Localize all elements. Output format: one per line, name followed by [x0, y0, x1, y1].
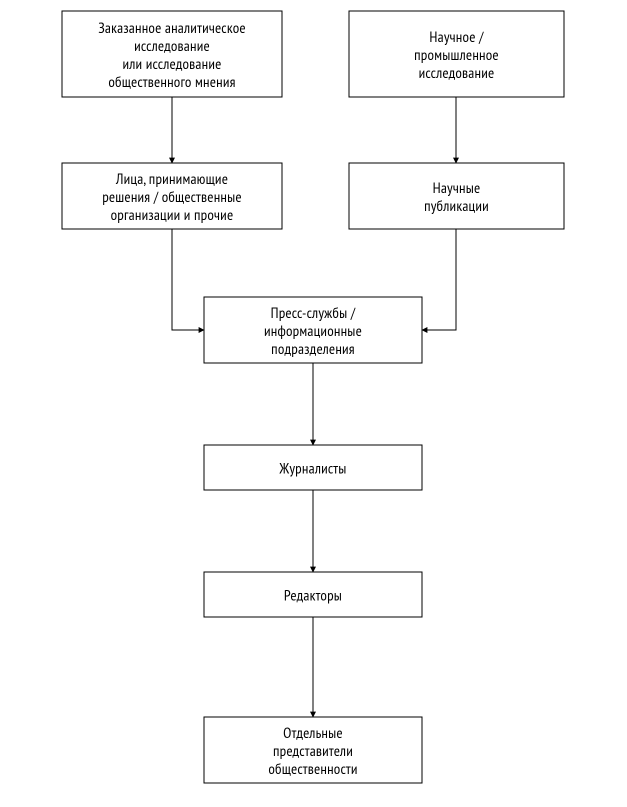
- node-label: исследование: [134, 37, 210, 56]
- edge: [422, 229, 456, 330]
- node-label: Научные: [433, 179, 481, 198]
- node-label: или исследование: [122, 55, 221, 74]
- node-label: общественности: [268, 760, 357, 779]
- node-label: организации и прочие: [111, 206, 234, 225]
- flow-node-n2: Научное /промышленноеисследование: [349, 11, 564, 97]
- flow-node-n7: Редакторы: [204, 572, 422, 617]
- flow-node-n4: Научныепубликации: [349, 163, 564, 229]
- flow-node-n8: Отдельныепредставителиобщественности: [204, 717, 422, 783]
- flowchart-canvas: Заказанное аналитическоеисследованиеили …: [0, 0, 627, 807]
- node-label: представители: [273, 742, 353, 761]
- node-label: решения / общественные: [102, 188, 242, 207]
- node-label: Заказанное аналитическое: [98, 19, 246, 38]
- node-label: промышленное: [414, 46, 499, 65]
- node-label: Редакторы: [284, 586, 342, 605]
- node-label: информационные: [264, 322, 362, 341]
- node-label: Журналисты: [278, 459, 346, 478]
- edge: [172, 229, 204, 330]
- node-label: Лица, принимающие: [115, 170, 228, 189]
- node-label: Отдельные: [283, 724, 343, 743]
- flow-node-n5: Пресс-службы /информационныеподразделени…: [204, 297, 422, 363]
- node-label: Научное /: [429, 28, 484, 47]
- flow-node-n6: Журналисты: [204, 445, 422, 490]
- node-label: общественного мнения: [108, 73, 235, 92]
- node-label: публикации: [424, 197, 489, 216]
- node-label: Пресс-службы /: [271, 304, 356, 323]
- node-label: подразделения: [271, 340, 355, 359]
- flow-node-n1: Заказанное аналитическоеисследованиеили …: [62, 11, 282, 97]
- node-label: исследование: [419, 64, 495, 83]
- flow-node-n3: Лица, принимающиерешения / общественныео…: [62, 163, 282, 229]
